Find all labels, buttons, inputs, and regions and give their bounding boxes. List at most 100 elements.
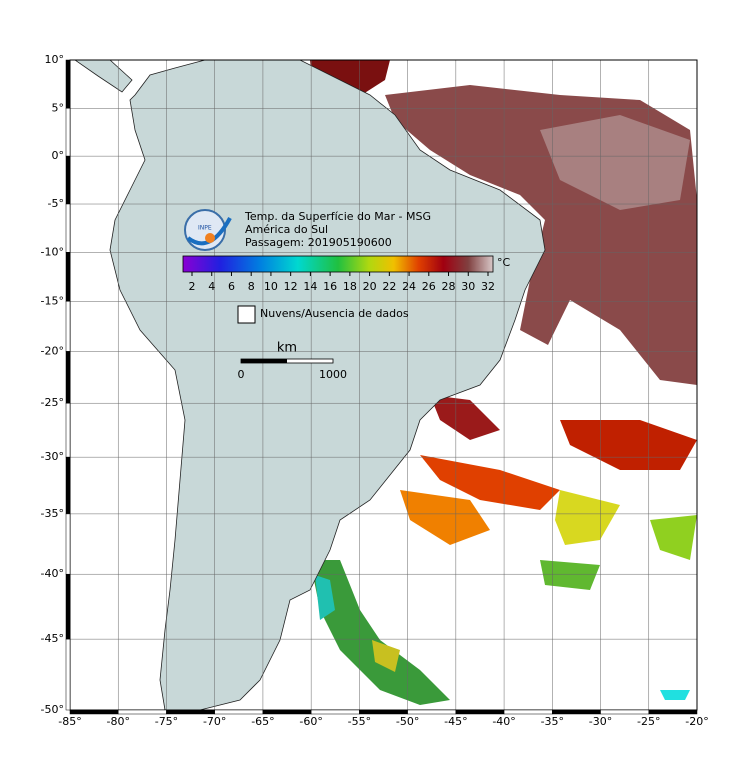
frame-segment (65, 203, 71, 253)
frame-segment (65, 573, 71, 640)
x-tick-label: -40° (492, 715, 515, 728)
x-tick-label: -25° (637, 715, 660, 728)
colorbar-label: 26 (422, 280, 436, 293)
x-tick-label: -50° (396, 715, 419, 728)
frame-segment (65, 456, 71, 515)
logo-text: INPE (198, 225, 212, 232)
colorbar-ticks: 2 4 6 8 10 12 14 16 18 20 22 24 26 28 30 32 (189, 272, 495, 293)
x-tick-label: -70° (203, 715, 226, 728)
frame-segment (359, 709, 408, 715)
sst-patch (650, 515, 697, 560)
colorbar-label: 12 (284, 280, 298, 293)
frame-segment (503, 709, 553, 715)
colorbar-label: 2 (189, 280, 196, 293)
frame-segment (455, 709, 505, 715)
x-tick-label: -65° (251, 715, 274, 728)
sst-patch (430, 395, 500, 440)
y-tick-label: -30° (41, 450, 64, 463)
colorbar-unit: °C (497, 256, 511, 269)
logo-dot (205, 233, 215, 243)
frame-segment (600, 709, 650, 715)
sst-patch (540, 560, 600, 590)
y-tick-label: 10° (45, 53, 65, 66)
frame-segment (407, 709, 457, 715)
axes: -85° -80° -75° -70° -65° -60° -55° -50° -45° -40°… (41, 53, 709, 728)
y-tick-label: -15° (41, 294, 64, 307)
colorbar-label: 18 (343, 280, 357, 293)
x-tick-label: -80° (106, 715, 129, 728)
frame-segment (552, 709, 601, 715)
x-tick-label: -55° (348, 715, 371, 728)
frame-segment (214, 709, 264, 715)
y-tick-label: -40° (41, 567, 64, 580)
frame-segment (65, 108, 71, 157)
x-tick-label: -60° (299, 715, 322, 728)
y-tick-label: -50° (41, 703, 64, 716)
frame-segment (117, 709, 167, 715)
x-tick-label: -35° (541, 715, 564, 728)
y-tick-label: -20° (41, 344, 64, 357)
frame-segment (65, 301, 71, 352)
frame-segment (65, 638, 71, 711)
colorbar-label: 10 (264, 280, 278, 293)
y-tick-label: -10° (41, 245, 64, 258)
y-tick-label: 5° (52, 101, 65, 114)
colorbar-label: 32 (481, 280, 495, 293)
frame-segment (65, 351, 71, 404)
sst-patch (310, 560, 450, 705)
colorbar-label: 22 (382, 280, 396, 293)
frame-segment (65, 155, 71, 205)
colorbar-label: 16 (323, 280, 337, 293)
frame-segment (65, 402, 71, 458)
sst-patch (315, 575, 335, 620)
y-tick-label: -45° (41, 632, 64, 645)
frame-segment (262, 709, 312, 715)
sst-patch (372, 640, 400, 672)
y-tick-label: -5° (48, 197, 64, 210)
title-line: América do Sul (245, 223, 328, 236)
x-tick-label: -20° (685, 715, 708, 728)
x-tick-label: -45° (444, 715, 467, 728)
sst-patch (555, 490, 620, 545)
central-america (74, 60, 133, 93)
frame-segment (648, 709, 698, 715)
x-tick-label: -75° (155, 715, 178, 728)
colorbar-label: 24 (402, 280, 416, 293)
colorbar-label: 8 (248, 280, 255, 293)
colorbar-label: 20 (363, 280, 377, 293)
x-tick-label: -85° (58, 715, 81, 728)
legend-label: Nuvens/Ausencia de dados (260, 307, 409, 320)
scale-bar-segment (241, 359, 287, 363)
x-tick-label: -30° (589, 715, 612, 728)
colorbar-label: 28 (442, 280, 456, 293)
sst-field (310, 60, 697, 705)
colorbar-label: 4 (208, 280, 215, 293)
scale-end: 1000 (319, 368, 347, 381)
colorbar-label: 6 (228, 280, 235, 293)
info-box: INPE Temp. da Superfície do Mar - MSG Am… (182, 209, 511, 381)
title-line: Temp. da Superfície do Mar - MSG (244, 210, 431, 223)
frame-segment (65, 513, 71, 575)
frame-segment (65, 252, 71, 302)
y-tick-label: -35° (41, 507, 64, 520)
sst-patch (540, 115, 690, 210)
graticule (70, 60, 697, 710)
sst-patch (400, 490, 490, 545)
y-tick-label: -25° (41, 396, 64, 409)
sst-patch (660, 690, 690, 700)
colorbar (182, 255, 494, 273)
legend-swatch (237, 305, 256, 324)
sst-patch (420, 455, 560, 510)
frame-segment (310, 709, 360, 715)
scale-start: 0 (238, 368, 245, 381)
scale-unit: km (277, 341, 297, 356)
frame-segment (166, 709, 215, 715)
title-line: Passagem: 201905190600 (245, 236, 392, 249)
y-tick-label: 0° (52, 149, 65, 162)
colorbar-label: 30 (461, 280, 475, 293)
frame-segment (69, 709, 119, 715)
frame-segment (65, 59, 71, 109)
sst-patch (560, 420, 697, 470)
colorbar-label: 14 (303, 280, 317, 293)
